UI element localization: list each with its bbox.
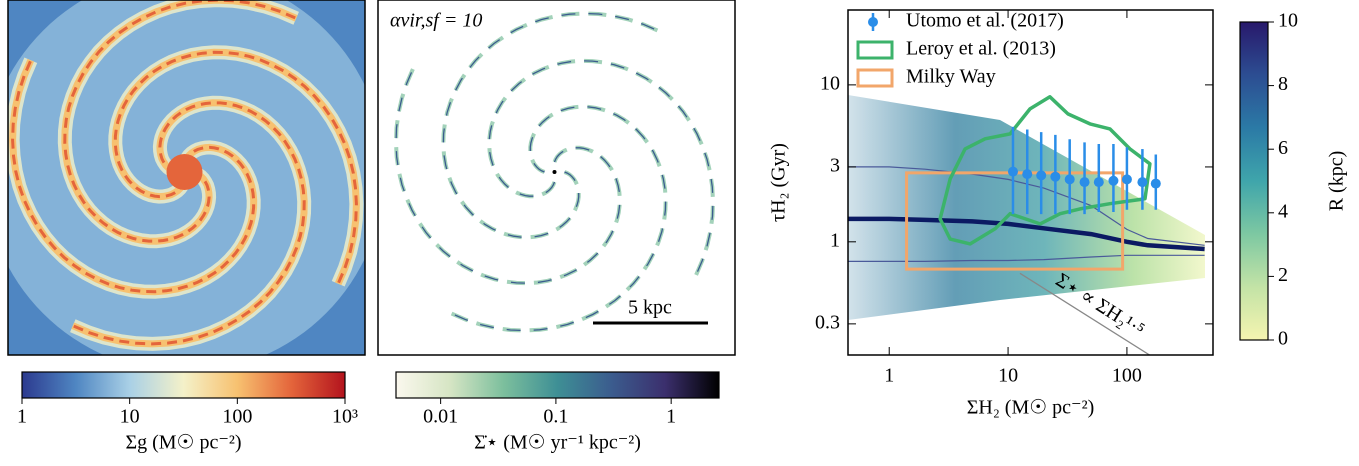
galaxy-center [552,170,557,174]
scale-bar-label: 5 kpc [628,297,672,319]
colorbar-tick-label: 1 [666,406,676,428]
colorbar-tick-label: 0 [1278,328,1288,350]
legend-marker [856,68,894,88]
galaxy-center [166,154,203,190]
colorbar [21,371,346,399]
legend-label: Utomo et al. (2017) [906,10,1064,32]
spiral-arm-dense [72,101,306,346]
colorbar [1239,21,1269,341]
colorbar-tick-label: 6 [1278,137,1288,159]
colorbar-tick-label: 10 [120,406,140,428]
colorbar-label: R (kpc) [1326,151,1348,212]
colorbar-tick-label: 10 [1278,10,1298,32]
y-tick-label: 3 [830,155,840,177]
x-axis-label: ΣH₂ (M☉ pc⁻²) [967,397,1095,419]
spiral-arm-core [488,60,714,276]
colorbar-label: Σ̇⋆ (M☉ yr⁻¹ kpc⁻²) [474,432,641,454]
y-tick-label: 1 [830,229,840,251]
data-point [1050,171,1061,182]
colorbar-tick-label: 0.01 [423,406,458,428]
plot-frame [847,9,1214,356]
y-tick-label: 0.3 [815,311,840,333]
y-axis-label: τH₂ (Gyr) [768,143,790,222]
reference-line [1019,272,1150,356]
legend-label: Leroy et al. (2013) [906,38,1056,60]
data-point [1079,177,1090,188]
map-frame [377,0,736,356]
data-point [1093,177,1104,188]
data-point [1121,174,1132,185]
colorbar-tick-label: 1 [17,406,27,428]
legend-label: Milky Way [906,66,996,88]
data-point [1137,177,1148,188]
colorbar-tick-label: 0.1 [543,406,568,428]
map-background [378,0,735,355]
colorbar-tick-label: 100 [222,406,252,428]
y-tick-label: 10 [820,72,840,94]
annotation: αvir,sf = 10 [390,10,482,32]
map-frame [7,0,366,356]
data-point [1108,175,1119,186]
spiral-arm-dense [11,59,256,294]
data-point [1064,174,1075,185]
colorbar-tick-label: 4 [1278,200,1288,222]
colorbar-tick-label: 10³ [332,406,358,428]
data-point [1022,169,1033,180]
colorbar-tick-label: 8 [1278,73,1288,95]
spiral-arm-core [442,12,658,238]
x-tick-label: 100 [1112,365,1142,387]
legend-marker [868,17,878,27]
data-point [1007,166,1018,177]
map-panel [378,0,735,355]
percentile-line [848,166,1205,246]
legend-marker [856,40,894,60]
spiral-arm-core [395,68,621,284]
spiral-arm-dense [63,0,297,243]
colorbar-label: Σg (M☉ pc⁻²) [125,432,241,454]
spiral-arm-dense [113,50,358,285]
map-panel [8,0,365,355]
data-point [1150,178,1161,189]
spiral-arm-core [451,106,667,332]
x-tick-label: 1 [884,365,894,387]
colorbar-tick-label: 2 [1278,264,1288,286]
colorbar [395,371,720,399]
data-point [1036,170,1047,181]
x-tick-label: 10 [998,365,1018,387]
contour [938,95,1152,246]
